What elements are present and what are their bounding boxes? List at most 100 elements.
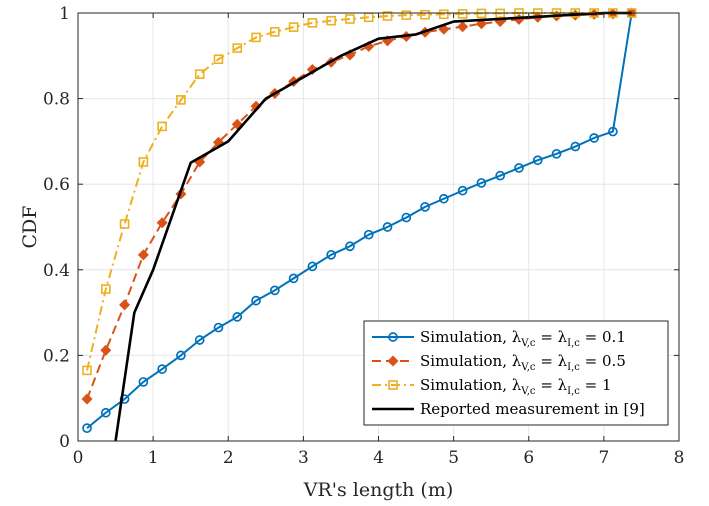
series-4-line	[114, 11, 632, 442]
series-2-point	[100, 344, 112, 356]
series-1-point	[514, 163, 524, 173]
legend-item-4: Reported measurement in [9]	[372, 400, 645, 418]
legend-swatch-marker	[388, 332, 398, 342]
series-3-point	[457, 9, 468, 19]
y-axis-title: CDF	[19, 206, 41, 249]
series-1-point	[157, 364, 167, 374]
legend-label-s2: I,c	[567, 362, 580, 373]
series-3-point	[401, 10, 412, 20]
legend-label-prefix: Simulation,	[420, 328, 512, 346]
legend-label-s1: V,c	[520, 386, 536, 397]
y-tick-label: 0	[59, 432, 70, 452]
legend-item-3: Simulation, λV,c = λI,c = 1	[372, 376, 612, 397]
legend-label-l2: λ	[558, 352, 568, 370]
x-tick-label: 1	[148, 448, 159, 468]
legend-label-l1: λ	[512, 352, 522, 370]
legend-label-l2: λ	[558, 376, 568, 394]
series-3-point	[119, 219, 130, 229]
legend-label-l1: λ	[512, 328, 522, 346]
x-axis-title: VR's length (m)	[303, 479, 454, 501]
series-3-point	[176, 95, 186, 105]
series-3-point	[213, 54, 224, 65]
series-2-point	[156, 217, 168, 229]
series-1-point	[363, 229, 374, 240]
series-1-point	[138, 377, 149, 387]
series-3-point	[382, 11, 393, 21]
series-3-point	[270, 27, 280, 37]
series-2-point	[137, 249, 149, 261]
legend-swatch-marker	[387, 355, 399, 367]
series-3-point	[138, 157, 149, 167]
axis-ticks: 0 1 2 3 4 5 6 7 8 0 0.2 0.4 0.6 0.8 1	[43, 4, 684, 468]
legend-label-prefix: Simulation,	[420, 352, 512, 370]
series-1-point	[382, 222, 393, 232]
legend-label-mid: =	[536, 352, 558, 370]
legend-label: Simulation, λV,c = λI,c = 0.5	[420, 352, 626, 373]
series-1-point	[288, 273, 299, 284]
legend-label-suffix: = 0.1	[580, 328, 626, 346]
series-3-point	[82, 365, 92, 376]
legend-label: Simulation, λV,c = λI,c = 1	[420, 376, 612, 397]
series-1-point	[551, 148, 562, 159]
series-3-point	[157, 121, 167, 132]
y-tick-label: 0.4	[43, 261, 70, 281]
series-1-point	[307, 261, 318, 272]
series-1-point	[213, 322, 224, 333]
x-tick-label: 8	[674, 448, 685, 468]
x-tick-label: 5	[448, 448, 459, 468]
legend-label-s1: V,c	[520, 338, 536, 349]
x-tick-label: 4	[373, 448, 384, 468]
series-1-point	[269, 285, 280, 296]
x-tick-label: 7	[598, 448, 609, 468]
series-3-point	[288, 22, 299, 32]
series-1-point	[176, 350, 186, 361]
legend-label-mid: =	[536, 328, 558, 346]
series-1-point	[100, 407, 111, 418]
series-1-point	[345, 241, 355, 252]
legend-label-s1: V,c	[520, 362, 536, 373]
series-1-point	[420, 202, 430, 212]
legend-swatch-marker	[388, 380, 398, 390]
legend-item-1: Simulation, λV,c = λI,c = 0.1	[372, 328, 626, 349]
series-1-point	[608, 126, 618, 137]
series-3-point	[100, 284, 111, 294]
series-1-point	[251, 295, 261, 306]
legend-label: Reported measurement in [9]	[420, 400, 645, 418]
y-tick-label: 0.2	[43, 346, 70, 366]
series-1-point	[457, 185, 468, 196]
legend-box	[363, 320, 669, 426]
legend-label-mid: =	[536, 376, 558, 394]
series-3-point	[232, 43, 243, 53]
series-1-point	[589, 133, 599, 143]
legend: Simulation, λV,c = λI,c = 0.1Simulation,…	[363, 320, 669, 426]
series-3-point	[345, 14, 355, 24]
legend-label-l2: λ	[558, 328, 568, 346]
series-2-point	[438, 23, 450, 35]
series-3-point	[251, 32, 261, 43]
series-3-point	[194, 69, 205, 80]
legend-item-2: Simulation, λV,c = λI,c = 0.5	[372, 352, 626, 373]
series-3-point	[307, 18, 318, 28]
legend-label: Simulation, λV,c = λI,c = 0.1	[420, 328, 626, 349]
legend-label-s2: I,c	[567, 386, 580, 397]
x-tick-label: 0	[73, 448, 84, 468]
legend-label-prefix: Simulation,	[420, 376, 512, 394]
legend-label-prefix: Reported measurement in [9]	[420, 400, 645, 418]
series-1-point	[495, 170, 506, 181]
series-1-point	[476, 178, 487, 188]
series-1-point	[232, 312, 243, 322]
legend-label-suffix: = 0.5	[580, 352, 626, 370]
series-1-point	[326, 249, 337, 260]
series-2-point	[119, 299, 131, 311]
y-tick-label: 0.6	[43, 175, 70, 195]
legend-label-s2: I,c	[567, 338, 580, 349]
y-tick-label: 1	[59, 4, 70, 24]
series-2-point	[231, 118, 243, 130]
series-2-point	[475, 18, 487, 30]
series-3-point	[439, 9, 449, 20]
series-2-point	[457, 21, 469, 33]
legend-label-l1: λ	[512, 376, 522, 394]
legend-label-suffix: = 1	[580, 376, 612, 394]
